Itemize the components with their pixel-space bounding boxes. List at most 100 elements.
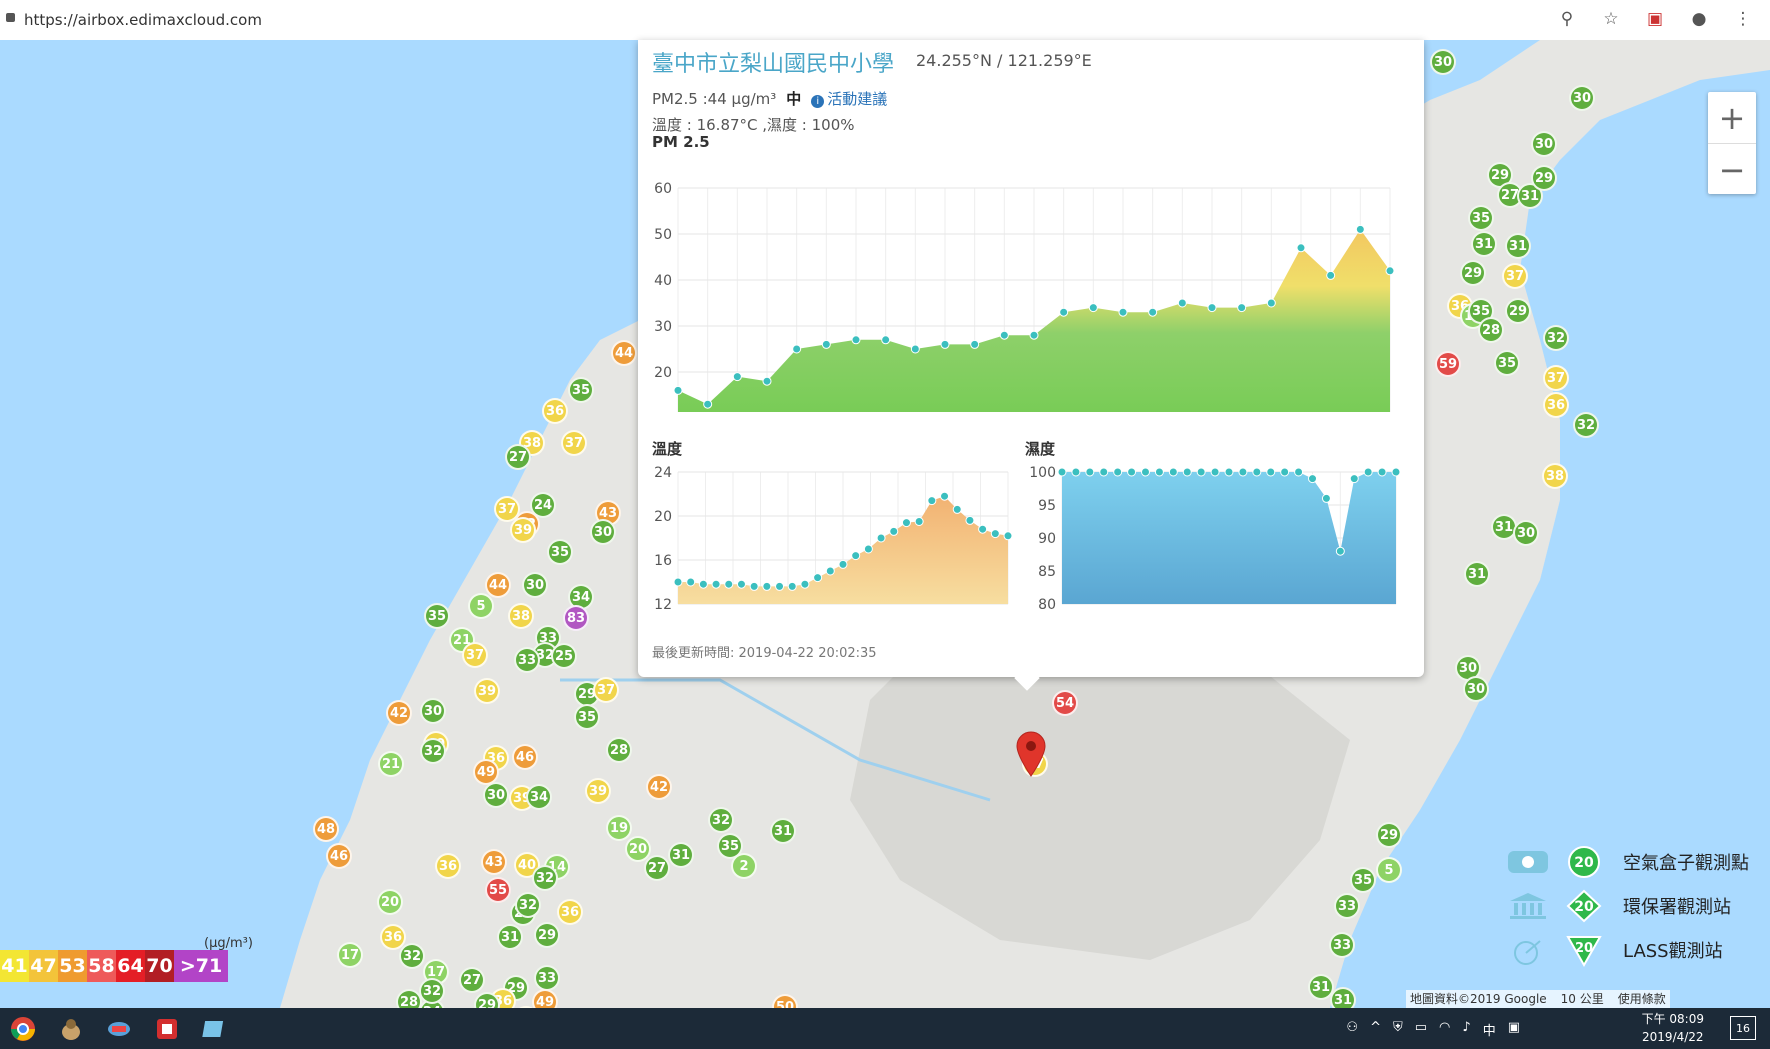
station-marker[interactable]: 39 — [510, 517, 536, 543]
station-marker[interactable]: 30 — [483, 782, 509, 808]
station-marker[interactable]: 49 — [532, 989, 558, 1008]
station-marker[interactable]: 30 — [1463, 676, 1489, 702]
battery-icon[interactable]: ▭ — [1414, 1020, 1428, 1035]
advice-link[interactable]: i 活動建議 — [811, 88, 887, 109]
location-pin-icon[interactable] — [1015, 730, 1047, 778]
station-marker[interactable]: 27 — [644, 855, 670, 881]
account-icon[interactable]: ● — [1691, 9, 1707, 29]
station-marker[interactable]: 34 — [526, 784, 552, 810]
station-marker[interactable]: 30 — [1430, 49, 1456, 75]
station-marker[interactable]: 29 — [534, 922, 560, 948]
station-marker[interactable]: 37 — [1502, 263, 1528, 289]
station-marker[interactable]: 24 — [530, 492, 556, 518]
station-marker[interactable]: 33 — [1334, 893, 1360, 919]
station-marker[interactable]: 31 — [1464, 561, 1490, 587]
station-marker[interactable]: 33 — [534, 965, 560, 991]
map-terms-link[interactable]: 使用條款 — [1617, 992, 1666, 1006]
extension-icon[interactable]: ▣ — [1646, 9, 1664, 29]
station-marker[interactable]: 28 — [606, 737, 632, 763]
station-marker[interactable]: 46 — [512, 744, 538, 770]
station-marker[interactable]: 31 — [770, 818, 796, 844]
app-taskbar-icon-3[interactable] — [150, 1012, 184, 1046]
zoom-out-button[interactable]: − — [1718, 150, 1746, 189]
station-marker[interactable]: 38 — [519, 430, 545, 456]
notification-icon[interactable]: 16 — [1730, 1016, 1756, 1040]
station-marker[interactable]: 32 — [708, 807, 734, 833]
station-marker[interactable]: 30 — [522, 572, 548, 598]
station-marker[interactable]: 2 — [731, 853, 757, 879]
station-marker[interactable]: 30 — [590, 519, 616, 545]
station-marker[interactable]: 32 — [419, 978, 445, 1004]
app-taskbar-icon-2[interactable] — [102, 1012, 136, 1046]
app-taskbar-icon-4[interactable] — [198, 1012, 232, 1046]
station-marker[interactable]: 39 — [474, 678, 500, 704]
station-marker[interactable]: 55 — [485, 877, 511, 903]
station-marker[interactable]: 5 — [468, 593, 494, 619]
station-marker[interactable]: 32 — [515, 892, 541, 918]
station-marker[interactable]: 33 — [1329, 932, 1355, 958]
station-marker[interactable]: 32 — [532, 865, 558, 891]
station-marker[interactable]: 37 — [1543, 365, 1569, 391]
station-marker[interactable]: 48 — [313, 816, 339, 842]
station-marker[interactable]: 40 — [514, 852, 540, 878]
station-marker[interactable]: 29 — [1460, 260, 1486, 286]
station-marker[interactable]: 38 — [508, 603, 534, 629]
station-marker[interactable]: 29 — [1376, 822, 1402, 848]
station-marker[interactable]: 35 — [568, 377, 594, 403]
station-marker[interactable]: 44 — [611, 340, 637, 366]
station-marker[interactable]: 59 — [1435, 351, 1461, 377]
station-marker[interactable]: 36 — [557, 899, 583, 925]
station-marker[interactable]: 37 — [593, 677, 619, 703]
wifi-icon[interactable]: ◠ — [1439, 1020, 1451, 1035]
station-marker[interactable]: 39 — [585, 778, 611, 804]
zoom-icon[interactable]: ⚲ — [1560, 9, 1574, 29]
station-marker[interactable]: 5 — [1376, 857, 1402, 883]
station-marker[interactable]: 36 — [380, 924, 406, 950]
station-marker[interactable]: 21 — [378, 751, 404, 777]
station-marker[interactable]: 30 — [1569, 85, 1595, 111]
station-marker[interactable]: 37 — [462, 642, 488, 668]
station-marker[interactable]: 32 — [399, 943, 425, 969]
chevron-up-icon[interactable]: ^ — [1370, 1020, 1381, 1035]
station-marker[interactable]: 38 — [1542, 463, 1568, 489]
station-marker[interactable]: 28 — [1478, 317, 1504, 343]
station-marker[interactable]: 29 — [474, 992, 500, 1008]
station-marker[interactable]: 43 — [481, 849, 507, 875]
station-marker[interactable]: 32 — [1573, 412, 1599, 438]
station-marker[interactable]: 31 — [497, 924, 523, 950]
station-marker[interactable]: 37 — [561, 430, 587, 456]
input-language[interactable]: 中 — [1482, 1024, 1496, 1039]
station-marker[interactable]: 49 — [473, 759, 499, 785]
map-scale-label[interactable]: 10 公里 — [1560, 992, 1604, 1006]
station-marker[interactable]: 44 — [485, 572, 511, 598]
station-marker[interactable]: 25 — [551, 643, 577, 669]
star-icon[interactable]: ☆ — [1603, 9, 1619, 29]
station-marker[interactable]: 20 — [625, 836, 651, 862]
station-marker[interactable]: 30 — [1531, 131, 1557, 157]
advice-label[interactable]: 活動建議 — [827, 90, 888, 108]
station-marker[interactable]: 27 — [505, 444, 531, 470]
station-marker[interactable]: 27 — [459, 967, 485, 993]
people-icon[interactable]: ⚇ — [1346, 1020, 1359, 1035]
station-marker[interactable]: 83 — [563, 605, 589, 631]
station-marker[interactable]: 29 — [1531, 165, 1557, 191]
station-marker[interactable]: 42 — [386, 700, 412, 726]
station-marker[interactable]: 31 — [1330, 987, 1356, 1008]
menu-icon[interactable]: ⋮ — [1734, 9, 1752, 29]
clock[interactable]: 下午 08:09 2019/4/22 — [1642, 1010, 1704, 1046]
station-marker[interactable]: 30 — [420, 698, 446, 724]
station-marker[interactable]: 42 — [646, 774, 672, 800]
station-marker[interactable]: 35 — [1468, 205, 1494, 231]
station-marker[interactable]: 31 — [1308, 974, 1334, 1000]
ime-icon[interactable]: ▣ — [1507, 1020, 1520, 1035]
station-marker[interactable]: 36 — [1543, 392, 1569, 418]
station-marker[interactable]: 20 — [377, 889, 403, 915]
station-title[interactable]: 臺中市立梨山國民中小學 — [652, 52, 895, 77]
station-marker[interactable]: 30 — [1513, 520, 1539, 546]
station-marker[interactable]: 32 — [420, 738, 446, 764]
chrome-taskbar-icon[interactable] — [6, 1012, 40, 1046]
station-marker[interactable]: 36 — [435, 853, 461, 879]
station-marker[interactable]: 36 — [542, 398, 568, 424]
url-text[interactable]: https://airbox.edimaxcloud.com — [24, 11, 262, 29]
station-marker[interactable]: 17 — [337, 942, 363, 968]
